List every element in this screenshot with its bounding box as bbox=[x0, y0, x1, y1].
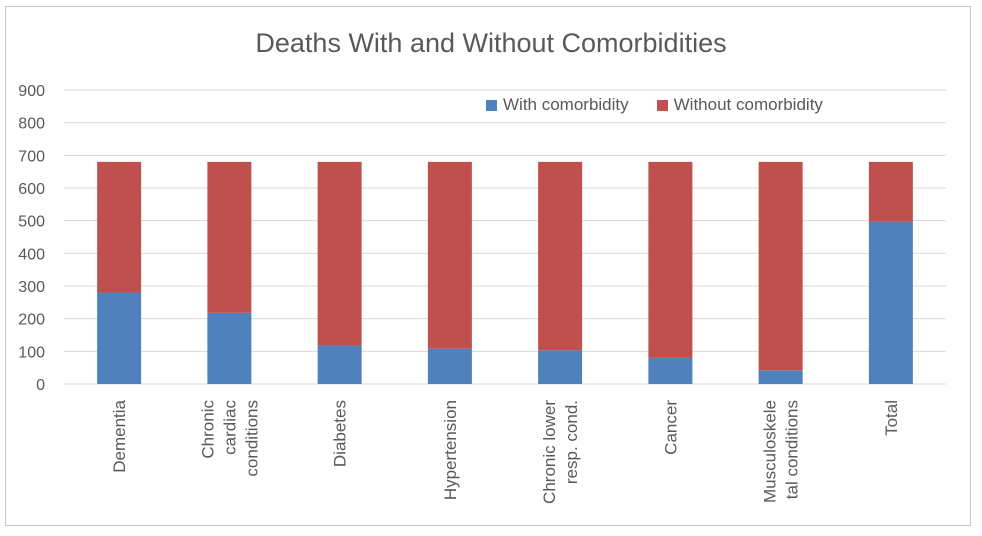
bar-with-comorbidity bbox=[427, 348, 472, 384]
bar-without-comorbidity bbox=[538, 161, 583, 351]
x-tick-label-group: Musculoskele tal conditions bbox=[761, 400, 802, 503]
x-tick-label-group: Chronic cardiac conditions bbox=[198, 400, 261, 477]
x-tick-label-group: Total bbox=[882, 400, 901, 436]
y-tick-label: 900 bbox=[18, 83, 45, 100]
x-tick-label: Chronic lower resp. cond. bbox=[540, 400, 581, 504]
y-tick-label: 100 bbox=[18, 344, 45, 361]
legend: With comorbidity Without comorbidity bbox=[486, 95, 823, 115]
x-tick-label-line: Chronic bbox=[198, 400, 217, 459]
legend-label-with-comorbidity: With comorbidity bbox=[503, 95, 629, 114]
bar-with-comorbidity bbox=[317, 345, 362, 384]
x-tick-label-line: conditions bbox=[242, 400, 261, 477]
bar-with-comorbidity bbox=[97, 292, 142, 384]
x-tick-label: Diabetes bbox=[331, 400, 350, 467]
bar-without-comorbidity bbox=[758, 161, 803, 371]
legend-item-with-comorbidity: With comorbidity bbox=[486, 95, 629, 115]
bar-without-comorbidity bbox=[648, 161, 693, 358]
legend-swatch-with-comorbidity bbox=[486, 99, 497, 111]
bar-with-comorbidity bbox=[648, 357, 693, 384]
x-tick-label-line: Dementia bbox=[110, 399, 129, 472]
x-tick-label-line: Chronic lower bbox=[540, 400, 559, 504]
x-tick-label-group: Dementia bbox=[110, 399, 129, 472]
y-tick-label: 500 bbox=[18, 214, 45, 231]
x-tick-label: Chronic cardiac conditions bbox=[198, 400, 261, 477]
y-tick-label: 300 bbox=[18, 279, 45, 296]
chart-title: Deaths With and Without Comorbidities bbox=[255, 28, 727, 58]
x-tick-label-line: Cancer bbox=[661, 400, 680, 455]
bar-without-comorbidity bbox=[427, 161, 472, 349]
x-tick-label: Cancer bbox=[661, 400, 680, 455]
x-tick-label: Musculoskele tal conditions bbox=[761, 400, 802, 503]
y-tick-label: 0 bbox=[36, 377, 45, 394]
bar-with-comorbidity bbox=[207, 312, 252, 384]
legend-swatch-without-comorbidity bbox=[656, 99, 668, 111]
x-tick-label-line: tal conditions bbox=[783, 400, 802, 499]
y-tick-label: 600 bbox=[18, 181, 45, 198]
x-tick-label-line: Total bbox=[882, 400, 901, 436]
bar-without-comorbidity bbox=[207, 161, 252, 313]
bar-without-comorbidity bbox=[868, 161, 913, 222]
x-tick-label-group: Cancer bbox=[661, 400, 680, 455]
x-tick-label-group: Hypertension bbox=[441, 400, 460, 500]
x-tick-label: Hypertension bbox=[441, 400, 460, 500]
x-tick-label: Total bbox=[882, 400, 901, 436]
x-tick-label-line: Hypertension bbox=[441, 400, 460, 500]
legend-item-without-comorbidity: Without comorbidity bbox=[656, 95, 823, 115]
x-tick-label-group: Chronic lower resp. cond. bbox=[540, 400, 581, 504]
x-tick-label-line: Diabetes bbox=[331, 400, 350, 467]
bar-with-comorbidity bbox=[868, 221, 913, 384]
x-tick-label-line: cardiac bbox=[220, 400, 239, 455]
bar-with-comorbidity bbox=[758, 370, 803, 384]
y-tick-label: 800 bbox=[18, 116, 45, 133]
x-tick-label-group: Diabetes bbox=[331, 400, 350, 467]
y-tick-label: 400 bbox=[18, 246, 45, 263]
bar-with-comorbidity bbox=[538, 350, 583, 384]
bar-without-comorbidity bbox=[97, 161, 142, 293]
x-tick-label: Dementia bbox=[110, 399, 129, 472]
chart-frame bbox=[5, 6, 971, 526]
y-tick-label: 200 bbox=[18, 312, 45, 329]
y-tick-label: 700 bbox=[18, 148, 45, 165]
legend-label-without-comorbidity: Without comorbidity bbox=[673, 95, 823, 114]
bar-without-comorbidity bbox=[317, 161, 362, 346]
x-tick-label-line: Musculoskele bbox=[761, 400, 780, 503]
x-tick-label-line: resp. cond. bbox=[562, 400, 581, 484]
